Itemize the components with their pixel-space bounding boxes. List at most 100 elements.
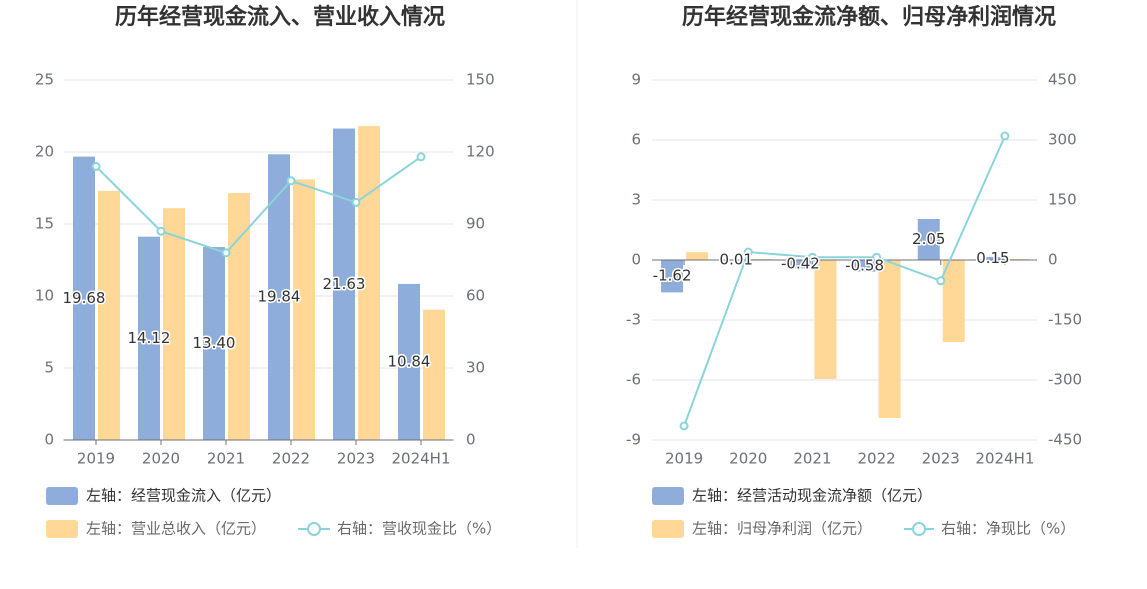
bar-2019 (98, 190, 120, 440)
bar-2022 (878, 260, 901, 418)
bar-2023 (942, 260, 965, 342)
y-right-tick-label: 150 (1048, 191, 1077, 209)
bar-2021 (789, 260, 812, 269)
y-right-tick-label: -300 (1048, 371, 1082, 389)
line-point-2024H1 (1000, 131, 1010, 141)
legend-label: 左轴：经营现金流入（亿元） (86, 487, 281, 505)
data-label: -1.62 (653, 267, 692, 285)
line-point-2021 (221, 248, 231, 258)
legend-item-net-profit[interactable]: 左轴：归母净利润（亿元） (652, 520, 872, 539)
bar-2020 (163, 208, 185, 440)
legend: 左轴：经营活动现金流净额（亿元） 左轴：归母净利润（亿元） 右轴：净现比（%） (652, 487, 1075, 539)
legend-item-net-cash-flow[interactable]: 左轴：经营活动现金流净额（亿元） (652, 487, 932, 506)
x-tick-label: 2021 (793, 450, 831, 468)
y-left-tick-label: 0 (44, 431, 54, 449)
x-tick-label: 2023 (922, 450, 960, 468)
bar-2024H1 (398, 283, 420, 440)
bar-2023 (358, 126, 380, 440)
chart-title: 历年经营现金流入、营业收入情况 (115, 4, 445, 30)
y-right-tick-label: 450 (1048, 71, 1077, 89)
data-label: -0.42 (781, 255, 820, 273)
line-point-2022 (286, 176, 296, 186)
legend: 左轴：经营现金流入（亿元） 左轴：营业总收入（亿元） 右轴：营收现金比（%） (46, 487, 501, 539)
data-label: 0.01 (720, 250, 753, 268)
y-left-tick-label: 25 (35, 71, 54, 89)
y-right-tick-label: 0 (1048, 251, 1058, 269)
y-left-tick-label: 0 (631, 251, 641, 269)
line-point-2019 (91, 161, 101, 171)
legend-item-revenue[interactable]: 左轴：营业总收入（亿元） (46, 520, 266, 539)
bar-2019 (73, 156, 95, 440)
legend-item-net-cash-ratio[interactable]: 右轴：净现比（%） (904, 520, 1075, 538)
bar-2019 (686, 252, 709, 260)
bar-2021 (814, 260, 837, 379)
data-label: 0.15 (976, 249, 1009, 267)
legend-marker-icon (912, 522, 926, 536)
y-left-tick-label: -3 (626, 311, 641, 329)
chart-net-cash-flow-profit: 历年经营现金流净额、归母净利润情况 -9 -6 -3 0 3 6 9 -450 -300 -150… (626, 4, 1082, 538)
legend-label: 右轴：净现比（%） (941, 520, 1075, 538)
legend-swatch (652, 487, 684, 505)
data-label: 13.40 (193, 334, 236, 352)
x-tick-label: 2024H1 (392, 450, 451, 468)
bar-2024H1 (981, 257, 1004, 260)
legend-swatch (46, 520, 78, 538)
data-label: 19.84 (258, 288, 301, 306)
x-tick-label: 2023 (337, 450, 375, 468)
y-right-tick-label: 300 (1048, 131, 1077, 149)
x-tick-label: 2022 (857, 450, 895, 468)
x-tick-label: 2020 (729, 450, 767, 468)
x-tick-label: 2019 (77, 450, 115, 468)
legend-swatch (46, 487, 78, 505)
x-tick-label: 2020 (142, 450, 180, 468)
data-label: 21.63 (323, 275, 366, 293)
line-point-2019 (679, 421, 689, 431)
legend-label: 右轴：营收现金比（%） (337, 520, 501, 538)
series-line (683, 135, 1006, 427)
bar-2022 (293, 179, 315, 441)
data-label: 19.68 (63, 289, 106, 307)
y-right-tick-label: 150 (466, 71, 495, 89)
line-point-2024H1 (416, 152, 426, 162)
data-label: 10.84 (388, 352, 431, 370)
legend-swatch (652, 520, 684, 538)
bar-2021 (203, 247, 225, 440)
bar-2023 (917, 219, 940, 260)
y-left-tick-label: -6 (626, 371, 641, 389)
legend-item-cash-revenue-ratio[interactable]: 右轴：营收现金比（%） (298, 520, 501, 538)
y-left-tick-label: -9 (626, 431, 641, 449)
x-tick-label: 2019 (665, 450, 703, 468)
y-left-tick-label: 10 (35, 287, 54, 305)
y-right-tick-label: 0 (466, 431, 476, 449)
legend-label: 左轴：归母净利润（亿元） (692, 520, 872, 538)
y-left-tick-label: 5 (44, 359, 54, 377)
plot-area: -9 -6 -3 0 3 6 9 -450 -300 -150 0 150 300 450 2019 2020… (626, 71, 1082, 468)
bar-2022 (853, 260, 876, 272)
data-label: 2.05 (912, 230, 945, 248)
line-point-2022 (872, 252, 882, 262)
legend-label: 左轴：营业总收入（亿元） (86, 520, 266, 538)
y-left-tick-label: 6 (631, 131, 641, 149)
line-point-2023 (936, 276, 946, 286)
y-left-tick-label: 9 (631, 71, 641, 89)
bar-2021 (228, 193, 250, 440)
data-label: -0.58 (845, 256, 884, 274)
bar-2023 (333, 128, 355, 440)
x-tick-label: 2024H1 (975, 450, 1034, 468)
data-label: 14.12 (128, 329, 171, 347)
y-right-tick-label: 60 (466, 287, 485, 305)
x-tick-label: 2022 (272, 450, 310, 468)
y-left-tick-label: 20 (35, 143, 54, 161)
series-line (95, 155, 422, 254)
chart-title: 历年经营现金流净额、归母净利润情况 (682, 4, 1056, 30)
legend-marker-icon (307, 522, 321, 536)
y-right-tick-label: 120 (466, 143, 495, 161)
legend-item-cash-inflow[interactable]: 左轴：经营现金流入（亿元） (46, 487, 281, 506)
line-point-2020 (156, 226, 166, 236)
y-right-tick-label: -150 (1048, 311, 1082, 329)
y-right-tick-label: 90 (466, 215, 485, 233)
bar-2019 (661, 260, 684, 293)
bar-2020 (138, 236, 160, 440)
plot-area: 0 5 10 15 20 25 0 30 60 90 120 150 2019 2020 2021 2022 2… (35, 71, 495, 468)
